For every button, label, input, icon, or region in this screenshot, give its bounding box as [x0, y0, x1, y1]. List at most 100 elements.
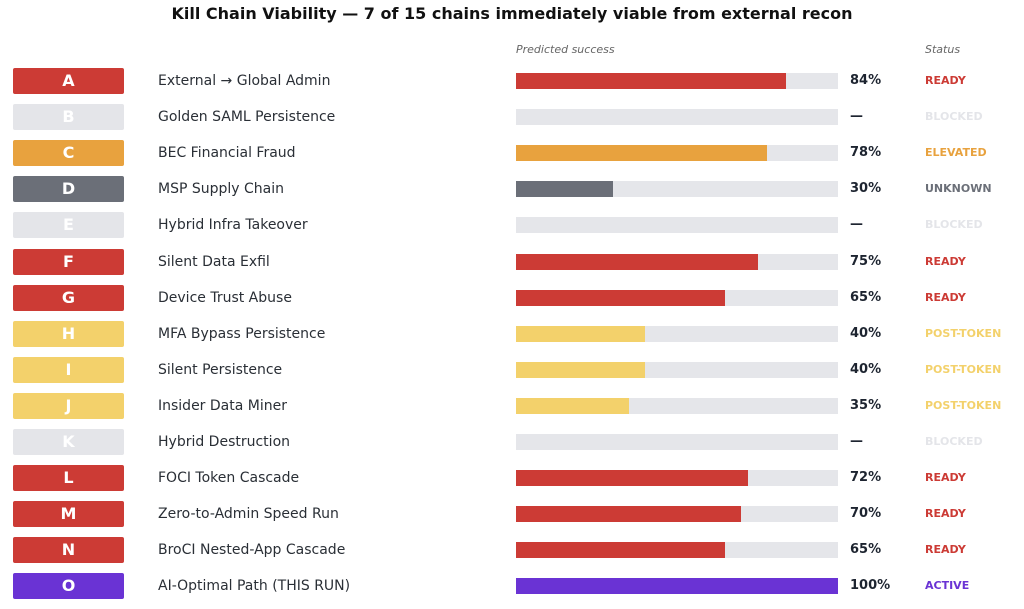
success-bar [516, 289, 726, 306]
success-bar [516, 542, 726, 559]
status-label: POST-TOKEN [925, 398, 1002, 412]
success-bar-track [516, 506, 838, 523]
success-value-label: 70% [850, 506, 882, 522]
chain-name: Golden SAML Persistence [158, 109, 336, 126]
chain-letter-badge: A [13, 68, 124, 94]
chain-row: F Silent Data Exfil 75% READY [0, 248, 1024, 277]
chain-name: AI-Optimal Path (THIS RUN) [158, 578, 351, 595]
status-label: READY [925, 507, 966, 521]
chart-title: Kill Chain Viability — 7 of 15 chains im… [171, 4, 853, 23]
chain-name: Hybrid Infra Takeover [158, 217, 308, 234]
success-bar [516, 361, 645, 378]
success-value-label: 40% [850, 325, 882, 341]
chain-name: MFA Bypass Persistence [158, 325, 326, 342]
chain-letter-badge: K [13, 429, 124, 455]
success-bar [516, 397, 629, 414]
chain-name: Hybrid Destruction [158, 434, 291, 450]
success-value-label: — [850, 109, 863, 125]
success-bar-track [516, 325, 838, 342]
chain-row: L FOCI Token Cascade 72% READY [0, 465, 1024, 493]
success-value-label: — [850, 434, 863, 449]
success-bar-track [516, 181, 838, 198]
chain-row: H MFA Bypass Persistence 40% POST-TOKEN [0, 320, 1024, 349]
chain-name: Insider Data Miner [158, 397, 287, 414]
chain-row: I Silent Persistence 40% POST-TOKEN [0, 356, 1024, 385]
status-label: READY [925, 471, 966, 485]
success-value-label: 65% [850, 289, 882, 305]
chain-name: Silent Data Exfil [158, 253, 270, 270]
status-label: READY [925, 74, 966, 87]
chain-name: Device Trust Abuse [158, 289, 292, 306]
chain-row: B Golden SAML Persistence — BLOCKED [0, 104, 1024, 132]
chain-letter-badge: M [13, 501, 124, 528]
success-bar-track [516, 109, 838, 126]
success-bar [516, 253, 758, 270]
success-value-label: 35% [850, 397, 882, 413]
status-label: POST-TOKEN [925, 362, 1002, 376]
success-bar-track [516, 542, 838, 559]
success-value-label: 72% [850, 470, 882, 486]
status-label: ELEVATED [925, 146, 987, 160]
chain-row: K Hybrid Destruction — BLOCKED [0, 429, 1024, 457]
success-bar [516, 325, 645, 342]
success-bar [516, 506, 742, 523]
chain-name: BEC Financial Fraud [158, 145, 296, 162]
chain-letter-badge: N [13, 537, 124, 564]
chain-letter-badge: D [13, 176, 124, 203]
success-value-label: 65% [850, 542, 882, 558]
success-bar-track [516, 217, 838, 234]
chain-name: External → Global Admin [158, 73, 331, 89]
status-label: POST-TOKEN [925, 326, 1002, 340]
success-bar [516, 578, 838, 595]
status-label: READY [925, 254, 966, 268]
success-value-label: 40% [850, 361, 882, 377]
success-bar [516, 181, 613, 198]
success-value-label: — [850, 217, 863, 233]
success-bar-track [516, 470, 838, 487]
chain-name: Silent Persistence [158, 361, 283, 378]
chain-name: BroCI Nested-App Cascade [158, 542, 346, 559]
success-value-label: 84% [850, 73, 882, 88]
predicted-success-header: Predicted success [516, 43, 615, 56]
success-bar-track [516, 73, 838, 89]
chain-letter-badge: B [13, 104, 124, 131]
chain-letter-badge: G [13, 284, 124, 311]
chain-letter-badge: I [13, 356, 124, 383]
chain-letter-badge: C [13, 140, 124, 167]
success-bar-track [516, 578, 838, 595]
chain-letter-badge: L [13, 465, 124, 492]
status-header: Status [925, 43, 961, 56]
status-label: READY [925, 290, 966, 304]
chain-row: M Zero-to-Admin Speed Run 70% READY [0, 501, 1024, 529]
success-value-label: 75% [850, 253, 882, 269]
chain-row: O AI-Optimal Path (THIS RUN) 100% ACTIVE [0, 573, 1024, 601]
chain-name: MSP Supply Chain [158, 181, 285, 198]
success-bar [516, 73, 787, 89]
success-value-label: 100% [850, 578, 891, 594]
status-label: UNKNOWN [925, 182, 992, 196]
status-label: BLOCKED [925, 435, 983, 448]
success-bar-track [516, 253, 838, 270]
chain-row: D MSP Supply Chain 30% UNKNOWN [0, 176, 1024, 204]
chain-name: FOCI Token Cascade [158, 470, 300, 487]
success-bar-track [516, 361, 838, 378]
success-bar [516, 470, 748, 487]
chain-letter-badge: H [13, 320, 124, 347]
status-label: ACTIVE [925, 579, 970, 593]
success-bar-track [516, 289, 838, 306]
chain-row: C BEC Financial Fraud 78% ELEVATED [0, 140, 1024, 168]
status-label: BLOCKED [925, 110, 983, 124]
success-value-label: 78% [850, 145, 882, 161]
success-bar [516, 145, 768, 162]
success-bar-track [516, 397, 838, 414]
chain-row: N BroCI Nested-App Cascade 65% READY [0, 537, 1024, 565]
success-bar-track [516, 434, 838, 450]
chain-letter-badge: J [13, 392, 124, 419]
chain-row: E Hybrid Infra Takeover — BLOCKED [0, 212, 1024, 240]
success-value-label: 30% [850, 181, 882, 197]
status-label: READY [925, 543, 966, 557]
chain-letter-badge: O [13, 573, 124, 600]
chain-letter-badge: F [13, 248, 124, 275]
status-label: BLOCKED [925, 218, 983, 232]
